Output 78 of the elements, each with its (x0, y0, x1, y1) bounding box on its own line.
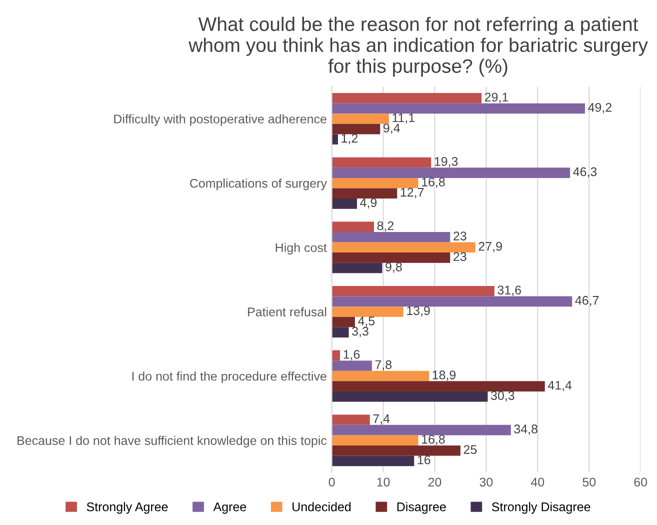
data-label: 1,2 (342, 134, 358, 144)
data-label: 7,8 (375, 360, 392, 371)
x-tick-label: 0 (328, 478, 335, 487)
data-label: 34,8 (514, 424, 538, 435)
y-tick-label: Complications of surgery (190, 178, 327, 190)
legend-label: Strongly Agree (86, 502, 168, 514)
bar (332, 456, 414, 466)
data-label: 46,7 (575, 296, 599, 306)
bar (332, 262, 382, 274)
bar (332, 114, 389, 124)
bar (332, 316, 355, 328)
x-tick-label: 50 (582, 478, 596, 487)
bar (332, 103, 585, 114)
bar (332, 370, 430, 382)
bar (332, 391, 488, 402)
x-tick-label: 10 (377, 478, 390, 487)
bar (332, 232, 450, 242)
data-label: 46,3 (573, 167, 597, 178)
data-label: 9,4 (384, 124, 400, 134)
legend-label: Undecided (292, 502, 351, 512)
bar (332, 445, 460, 456)
bar (332, 306, 404, 317)
bar (332, 360, 372, 371)
bar (332, 242, 476, 253)
bar (332, 168, 570, 178)
data-label: 27,9 (478, 242, 502, 252)
bar (332, 414, 370, 425)
bar (332, 327, 349, 338)
data-label: 16 (418, 455, 430, 464)
data-label: 23 (454, 252, 466, 262)
y-tick-label: High cost (276, 242, 327, 255)
data-label: 13,9 (407, 306, 430, 317)
bar (332, 252, 450, 263)
y-tick-label: I do not find the procedure effective (132, 372, 326, 384)
data-label: 3,3 (352, 326, 368, 338)
data-label: 49,2 (588, 102, 612, 114)
bar (332, 222, 374, 232)
x-tick-label: 30 (480, 478, 493, 487)
data-label: 16,8 (422, 178, 445, 188)
data-label: 12,7 (400, 188, 424, 198)
data-label: 4,9 (360, 198, 377, 209)
data-label: 30,3 (490, 391, 514, 402)
bar (332, 188, 398, 199)
bar (332, 424, 511, 436)
data-label: 9,8 (386, 262, 402, 273)
data-label: 31,6 (498, 286, 521, 296)
data-label: 41,4 (548, 380, 572, 392)
bar (332, 157, 432, 168)
bar (332, 381, 545, 392)
bar (332, 296, 572, 307)
bar (332, 435, 418, 446)
legend-label: Strongly Disagree (492, 502, 590, 514)
bar (332, 286, 494, 296)
data-label: 4,5 (358, 316, 375, 327)
x-tick-label: 20 (428, 478, 442, 487)
chart-title: What could be the reason for not referring a patient whom you think has an indication for bariatric surgery for this purpose? (%) (188, 16, 648, 77)
y-tick-label: Patient refusal (248, 307, 326, 316)
data-label: 11,1 (392, 113, 414, 124)
data-label: 1,6 (344, 350, 360, 360)
bar (332, 124, 380, 134)
x-tick-label: 40 (530, 478, 544, 487)
data-label: 25 (464, 445, 477, 454)
bar (332, 134, 338, 145)
y-tick-label: Because I do not have sufficient knowledge on this topic (18, 436, 327, 448)
legend-label: Agree (213, 502, 246, 514)
data-label: 7,4 (373, 414, 390, 425)
bar (332, 198, 358, 209)
data-label: 19,3 (434, 157, 458, 168)
data-label: 23 (454, 232, 466, 240)
data-label: 29,1 (484, 92, 508, 104)
legend-label: Disagree (397, 502, 446, 514)
y-tick-label: Difficulty with postoperative adherence (114, 114, 326, 126)
bar (332, 93, 482, 104)
bar (332, 178, 418, 188)
data-label: 18,9 (432, 370, 456, 381)
data-label: 16,8 (422, 434, 445, 446)
x-tick-label: 60 (634, 478, 648, 487)
data-label: 8,2 (377, 221, 394, 232)
